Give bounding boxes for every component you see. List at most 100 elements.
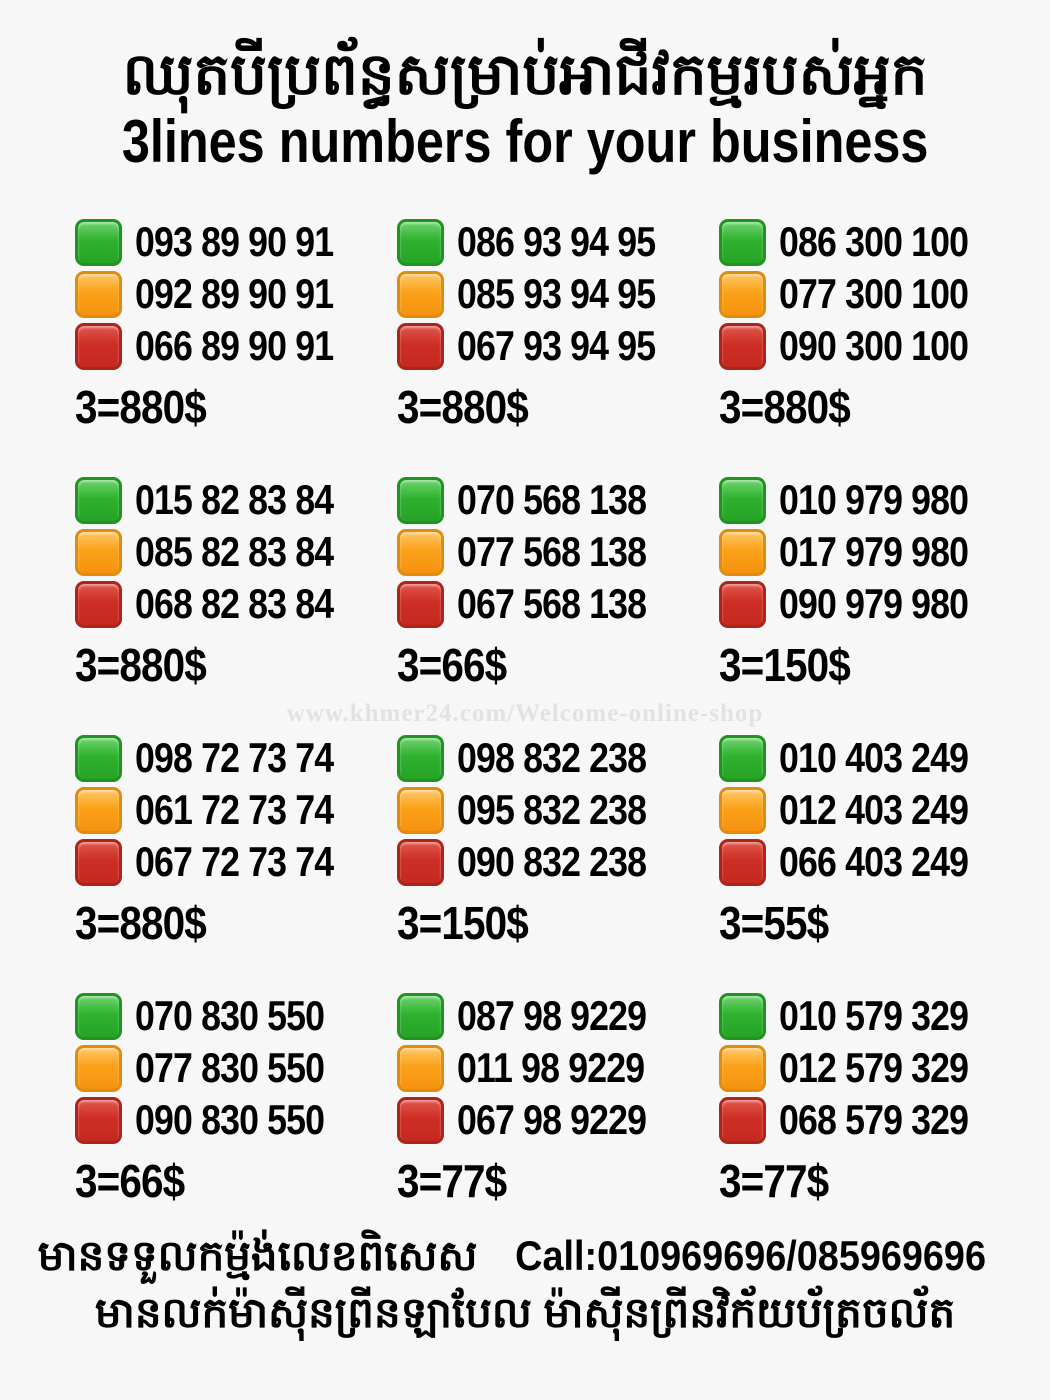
green-square-icon [75, 476, 122, 524]
number-line: 067 72 73 74 [75, 836, 397, 888]
phone-number: 011 98 9229 [457, 1044, 645, 1091]
number-lines: 010 979 980 017 979 980 090 979 980 [719, 474, 1041, 630]
number-line: 012 403 249 [719, 784, 1041, 836]
number-line: 077 568 138 [397, 526, 719, 578]
number-lines: 098 72 73 74 061 72 73 74 067 72 73 74 [75, 732, 397, 888]
price-label: 3=66$ [75, 1155, 185, 1207]
title-english: 3lines numbers for your business [0, 111, 1050, 172]
number-lines: 093 89 90 91 092 89 90 91 066 89 90 91 [75, 216, 397, 372]
orange-square-icon [719, 786, 766, 834]
phone-number: 090 832 238 [457, 838, 647, 885]
call-phone-numbers: Call:010969696/085969696 [515, 1232, 987, 1279]
number-lines: 086 93 94 95 085 93 94 95 067 93 94 95 [397, 216, 719, 372]
red-square-icon [397, 1096, 444, 1144]
price-label: 3=150$ [397, 897, 529, 949]
watermark-text: www.khmer24.com/Welcome-online-shop [286, 700, 764, 727]
red-square-icon [397, 838, 444, 886]
phone-number: 085 93 94 95 [457, 270, 656, 317]
number-block: 087 98 9229 011 98 9229 067 98 9229 3=77… [397, 990, 719, 1207]
header: ឈុតបីប្រព័ន្ធសម្រាប់អាជីវកម្មរបស់អ្នក 3l… [0, 40, 1050, 172]
number-block: 086 300 100 077 300 100 090 300 100 3=88… [719, 216, 1041, 433]
number-lines: 098 832 238 095 832 238 090 832 238 [397, 732, 719, 888]
green-square-icon [397, 734, 444, 782]
green-square-icon [397, 218, 444, 266]
price-label: 3=880$ [397, 381, 529, 433]
number-line: 092 89 90 91 [75, 268, 397, 320]
phone-number: 077 300 100 [779, 270, 969, 317]
orange-square-icon [397, 528, 444, 576]
number-line: 011 98 9229 [397, 1042, 719, 1094]
phone-number: 090 830 550 [135, 1096, 325, 1143]
orange-square-icon [75, 1044, 122, 1092]
price-label: 3=55$ [719, 897, 829, 949]
red-square-icon [719, 580, 766, 628]
number-line: 010 403 249 [719, 732, 1041, 784]
number-line: 070 830 550 [75, 990, 397, 1042]
number-line: 010 579 329 [719, 990, 1041, 1042]
orange-square-icon [397, 270, 444, 318]
number-line: 068 82 83 84 [75, 578, 397, 630]
green-square-icon [75, 734, 122, 782]
green-square-icon [719, 218, 766, 266]
number-block: 093 89 90 91 092 89 90 91 066 89 90 91 3… [75, 216, 397, 433]
number-lines: 070 830 550 077 830 550 090 830 550 [75, 990, 397, 1146]
phone-number: 092 89 90 91 [135, 270, 334, 317]
number-lines: 015 82 83 84 085 82 83 84 068 82 83 84 [75, 474, 397, 630]
number-line: 017 979 980 [719, 526, 1041, 578]
number-line: 090 300 100 [719, 320, 1041, 372]
number-block: 010 979 980 017 979 980 090 979 980 3=15… [719, 474, 1041, 691]
red-square-icon [75, 580, 122, 628]
price-label: 3=150$ [719, 639, 851, 691]
phone-number: 012 403 249 [779, 786, 969, 833]
number-line: 077 830 550 [75, 1042, 397, 1094]
number-line: 090 979 980 [719, 578, 1041, 630]
number-line: 077 300 100 [719, 268, 1041, 320]
number-line: 086 93 94 95 [397, 216, 719, 268]
phone-number: 067 98 9229 [457, 1096, 647, 1143]
green-square-icon [75, 992, 122, 1040]
orange-square-icon [75, 786, 122, 834]
number-block: 010 579 329 012 579 329 068 579 329 3=77… [719, 990, 1041, 1207]
phone-number: 086 300 100 [779, 218, 969, 265]
phone-number: 098 832 238 [457, 734, 647, 781]
number-line: 098 832 238 [397, 732, 719, 784]
green-square-icon [719, 734, 766, 782]
number-lines: 010 403 249 012 403 249 066 403 249 [719, 732, 1041, 888]
phone-number: 010 979 980 [779, 476, 969, 523]
number-block: 098 832 238 095 832 238 090 832 238 3=15… [397, 732, 719, 949]
footer-contact-line: មានទទួលកម្ម៉ង់លេខពិសេស Call:010969696/08… [0, 1228, 1050, 1285]
price-label: 3=77$ [397, 1155, 507, 1207]
number-block: 070 830 550 077 830 550 090 830 550 3=66… [75, 990, 397, 1207]
red-square-icon [397, 322, 444, 370]
number-line: 093 89 90 91 [75, 216, 397, 268]
red-square-icon [75, 838, 122, 886]
phone-number: 077 568 138 [457, 528, 647, 575]
phone-number: 010 403 249 [779, 734, 969, 781]
price-label: 3=880$ [75, 897, 207, 949]
orange-square-icon [719, 528, 766, 576]
phone-number: 077 830 550 [135, 1044, 325, 1091]
number-line: 068 579 329 [719, 1094, 1041, 1146]
number-line: 095 832 238 [397, 784, 719, 836]
orange-square-icon [397, 786, 444, 834]
phone-number: 067 93 94 95 [457, 322, 656, 369]
title-khmer: ឈុតបីប្រព័ន្ធសម្រាប់អាជីវកម្មរបស់អ្នក [122, 42, 928, 107]
number-block: 015 82 83 84 085 82 83 84 068 82 83 84 3… [75, 474, 397, 691]
number-line: 067 98 9229 [397, 1094, 719, 1146]
phone-number: 085 82 83 84 [135, 528, 334, 575]
green-square-icon [719, 476, 766, 524]
footer: មានទទួលកម្ម៉ង់លេខពិសេស Call:010969696/08… [0, 1228, 1050, 1341]
phone-number: 098 72 73 74 [135, 734, 334, 781]
watermark: www.khmer24.com/Welcome-online-shop [0, 700, 1050, 728]
orange-square-icon [75, 270, 122, 318]
phone-number: 086 93 94 95 [457, 218, 656, 265]
number-block: 010 403 249 012 403 249 066 403 249 3=55… [719, 732, 1041, 949]
phone-number: 067 568 138 [457, 580, 647, 627]
phone-number: 067 72 73 74 [135, 838, 334, 885]
phone-number: 061 72 73 74 [135, 786, 334, 833]
phone-number: 066 403 249 [779, 838, 969, 885]
phone-number: 068 579 329 [779, 1096, 969, 1143]
number-line: 066 89 90 91 [75, 320, 397, 372]
number-line: 090 830 550 [75, 1094, 397, 1146]
